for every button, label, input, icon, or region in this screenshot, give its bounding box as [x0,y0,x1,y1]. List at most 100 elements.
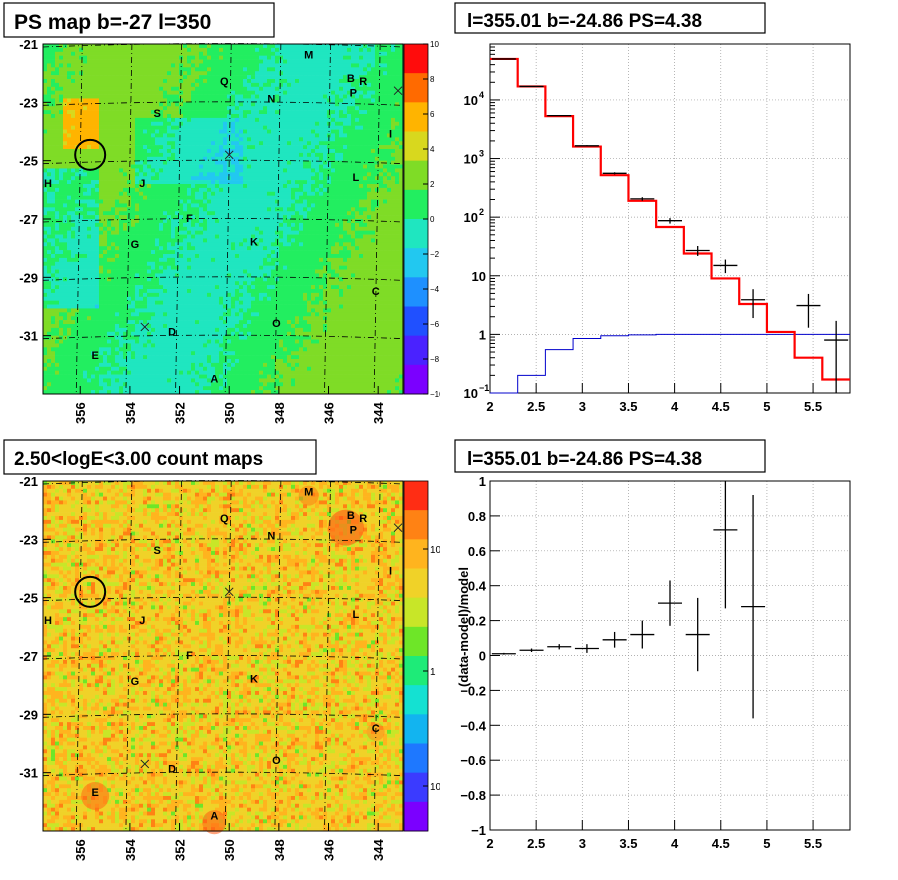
colorbar-band-5 [404,190,428,220]
x-tick-label: 352 [173,839,188,861]
x-tick-label: 5 [763,399,770,414]
grid [490,481,850,830]
colorbar-band-7 [404,685,428,715]
colorbar-band-5 [404,627,428,657]
colorbar-band-8 [404,277,428,307]
x-tick-label: 354 [123,839,138,861]
source-label-J: J [139,615,145,627]
y-tick-superscript: 2 [479,207,484,217]
colorbar-band-3 [404,132,428,162]
x-tick-label: 4.5 [712,399,730,414]
residual-svg: l=355.01 b=-24.86 PS=4.38 (data-model)/m… [440,437,898,875]
source-label-I: I [389,565,392,577]
series-background-model [490,334,850,393]
y-tick-label: -25 [19,591,38,606]
x-tick-label: 346 [322,839,337,861]
x-tick-label: 3 [579,399,586,414]
y-tick-superscript: 3 [479,149,484,159]
x-tick-label: 4 [671,836,679,851]
y-tick-label: 0.4 [468,579,487,594]
cbar-tick-label: −8 [430,355,440,364]
y-tick-label: 10 [472,269,486,284]
count-map-title: 2.50<logE<3.00 count maps [14,449,263,470]
y-tick-label: −0.8 [460,788,486,803]
x-tick-label: 3.5 [619,399,637,414]
colorbar-band-10 [404,773,428,803]
colorbar-band-7 [404,248,428,278]
source-label-B: B [347,510,355,522]
y-tick-label: 1 [479,474,486,489]
x-tick-label: 2.5 [527,836,545,851]
y-tick-label: 10 [464,152,478,167]
colorbar-band-6 [404,219,428,249]
source-label-P: P [350,88,357,100]
y-tick-label: -21 [19,37,38,52]
source-label-F: F [186,213,193,225]
y-tick-label: -23 [19,532,38,547]
colorbar-band-2 [404,539,428,569]
x-tick-label: 4.5 [712,836,730,851]
source-label-S: S [154,545,161,557]
y-tick-label: 0 [479,649,486,664]
y-tick-superscript: 4 [479,90,484,100]
y-tick-superscript: −1 [479,383,489,393]
source-label-L: L [352,609,359,621]
colorbar-band-1 [404,73,428,103]
x-tick-label: 3.5 [619,836,637,851]
x-tick-label: 354 [123,402,138,424]
x-tick-label: 352 [173,402,188,424]
y-tick-label: −0.6 [460,753,486,768]
y-tick-label: 1 [479,327,486,342]
y-tick-label: -25 [19,154,38,169]
cbar-tick-label: 8 [430,75,435,84]
source-label-K: K [250,236,258,248]
y-tick-label: -21 [19,474,38,489]
source-label-I: I [389,128,392,140]
x-tick-label: 5.5 [804,399,822,414]
cbar-tick-label: 4 [430,145,435,154]
x-tick-label: 350 [222,402,237,424]
source-label-H: H [44,615,52,627]
source-label-D: D [168,327,176,339]
source-label-S: S [154,108,161,120]
source-label-M: M [304,487,313,499]
colorbar-band-0 [404,481,428,511]
colorbar-band-9 [404,744,428,774]
x-tick-label: 346 [322,402,337,424]
source-label-K: K [250,673,258,685]
source-label-O: O [272,318,281,330]
y-tick-label: 10 [464,93,478,108]
residual-title: l=355.01 b=-24.86 PS=4.38 [467,449,702,470]
x-tick-label: 2 [486,399,493,414]
colorbar-band-11 [404,802,428,832]
y-tick-label: −1 [471,823,486,838]
ps-map-svg: PS map b=-27 l=350 -21-23-25-27-29-31356… [0,0,440,430]
source-label-C: C [372,286,380,298]
y-tick-label: 0.2 [468,614,486,629]
colorbar-band-3 [404,569,428,599]
colorbar-band-0 [404,44,428,74]
cbar-tick-label: 10 [430,545,440,556]
y-tick-label: 10 [464,210,478,225]
cbar-tick-label: 0 [430,215,435,224]
x-tick-label: 350 [222,839,237,861]
y-tick-label: -23 [19,95,38,110]
x-tick-label: 344 [371,402,386,424]
y-tick-label: -31 [19,766,38,781]
colorbar-band-9 [404,307,428,337]
y-tick-label: -27 [19,212,38,227]
cbar-tick-label: −2 [430,250,440,259]
source-label-B: B [347,73,355,85]
source-label-R: R [359,76,367,88]
source-label-J: J [139,178,145,190]
source-label-R: R [359,513,367,525]
y-tick-label: 0.8 [468,509,486,524]
x-tick-label: 5 [763,836,770,851]
